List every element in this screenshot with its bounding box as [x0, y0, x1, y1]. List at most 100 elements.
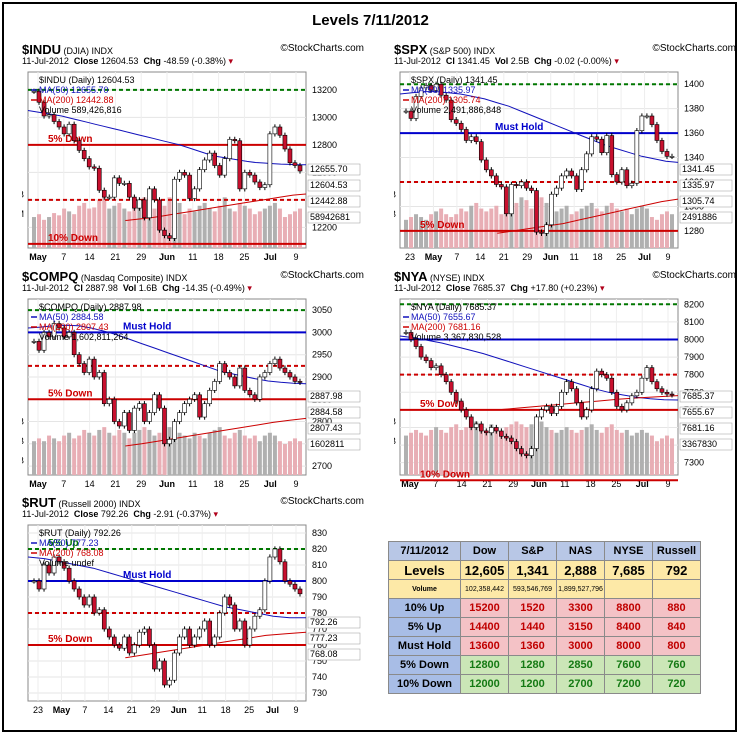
ma50-line: [27, 110, 307, 166]
volume-bar: [272, 435, 277, 475]
table-cell: [652, 579, 701, 599]
volume-bar: [439, 429, 444, 475]
candle: [212, 381, 217, 391]
volume-bar: [419, 217, 424, 248]
y-tick-label: 2900: [312, 372, 332, 382]
candle: [122, 183, 127, 185]
volume-bar: [57, 441, 62, 475]
candle: [187, 628, 192, 646]
chart-panel-compq: $COMPQ (Nasdaq Composite) INDX ©StockChar…: [22, 269, 368, 491]
candle: [514, 184, 519, 186]
candle: [574, 175, 579, 190]
volume-bar: [449, 217, 454, 248]
table-cell: 12000: [460, 674, 509, 694]
volume-bar: [252, 435, 257, 475]
y-tick-label: 1360: [684, 128, 704, 138]
candle: [162, 660, 167, 686]
table-cell: 8400: [604, 617, 653, 637]
volume-tick-label: 2.5B: [394, 436, 396, 446]
legend-entry: MA(50) 12655.70: [39, 85, 109, 95]
x-tick-label: 18: [214, 252, 224, 262]
candle: [71, 123, 77, 142]
volume-bar: [147, 200, 152, 248]
table-cell: 2700: [556, 674, 605, 694]
x-tick-label: 21: [127, 705, 137, 715]
candle: [71, 580, 77, 590]
volume-bar: [182, 435, 187, 475]
price-tag: 12655.70: [310, 164, 348, 174]
legend-entry: $NYA (Daily) 7685.37: [411, 302, 497, 312]
x-tick-label: 9: [293, 479, 298, 489]
volume-bar: [539, 197, 544, 248]
chart-source: ©StockCharts.com: [280, 270, 364, 281]
chart-header: $SPX (S&P 500) INDX ©StockCharts.com: [394, 42, 740, 57]
candle: [463, 129, 469, 141]
y-tick-label: 820: [312, 544, 327, 554]
chart-panel-nya: $NYA (NYSE) INDX ©StockCharts.com 11-Jul-2…: [394, 269, 740, 491]
candle: [629, 395, 635, 404]
candle: [478, 423, 484, 432]
volume-bar: [67, 432, 72, 475]
x-tick-label: 14: [85, 479, 95, 489]
volume-bar: [419, 432, 424, 475]
volume-bar: [459, 429, 464, 475]
chart-subheader: 11-Jul-2012 Close 7685.37 Chg +17.80 (+0…: [394, 283, 605, 293]
volume-bar: [559, 208, 564, 248]
candle: [262, 580, 268, 611]
candle: [428, 85, 434, 91]
candle: [267, 133, 273, 186]
volume-bar: [604, 205, 609, 248]
candle: [46, 332, 52, 338]
y-tick-label: 760: [312, 640, 327, 650]
ma200-line: [125, 193, 307, 221]
candle: [152, 394, 157, 413]
candle: [262, 372, 268, 378]
volume-bar: [594, 208, 599, 248]
candle: [453, 119, 459, 124]
candle: [644, 367, 650, 379]
volume-bar: [82, 429, 87, 475]
volume-bar: [509, 205, 514, 248]
candle: [257, 376, 263, 400]
volume-bar: [654, 219, 659, 248]
volume-bar: [298, 208, 302, 248]
candle: [282, 134, 288, 150]
volume-bar: [444, 432, 449, 475]
price-tag-box: [679, 422, 733, 435]
volume-bar: [574, 432, 579, 475]
volume-bar: [37, 438, 42, 475]
table-row: 10% Up 15200 1520 3300 8800 880: [388, 598, 701, 618]
volume-bar: [97, 429, 102, 475]
candle: [423, 356, 429, 361]
volume-bar: [232, 211, 237, 248]
candle: [117, 644, 122, 649]
volume-bar: [77, 205, 82, 248]
candle: [473, 136, 479, 142]
volume-bar: [122, 208, 127, 248]
volume-bar: [424, 219, 429, 248]
volume-bar: [117, 429, 122, 475]
volume-bar: [222, 197, 227, 248]
candle: [272, 548, 278, 558]
volume-bar: [152, 435, 157, 475]
candle: [468, 416, 474, 428]
candle: [564, 170, 569, 177]
candle: [227, 372, 233, 378]
candle: [227, 139, 233, 159]
volume-bar: [634, 432, 639, 475]
volume-bar: [524, 427, 529, 475]
chart-name: (DJIA) INDX: [61, 46, 114, 56]
candle: [484, 159, 489, 171]
candle: [529, 448, 534, 456]
candle: [499, 430, 504, 437]
table-cell: 7,685: [604, 560, 653, 580]
legend-entry: MA(200) 768.08: [39, 548, 104, 558]
x-tick-label: Jun: [171, 705, 187, 715]
candle: [207, 620, 212, 646]
candle: [56, 121, 62, 128]
candle: [71, 332, 77, 355]
candle: [634, 391, 640, 397]
volume-bar: [132, 432, 137, 475]
